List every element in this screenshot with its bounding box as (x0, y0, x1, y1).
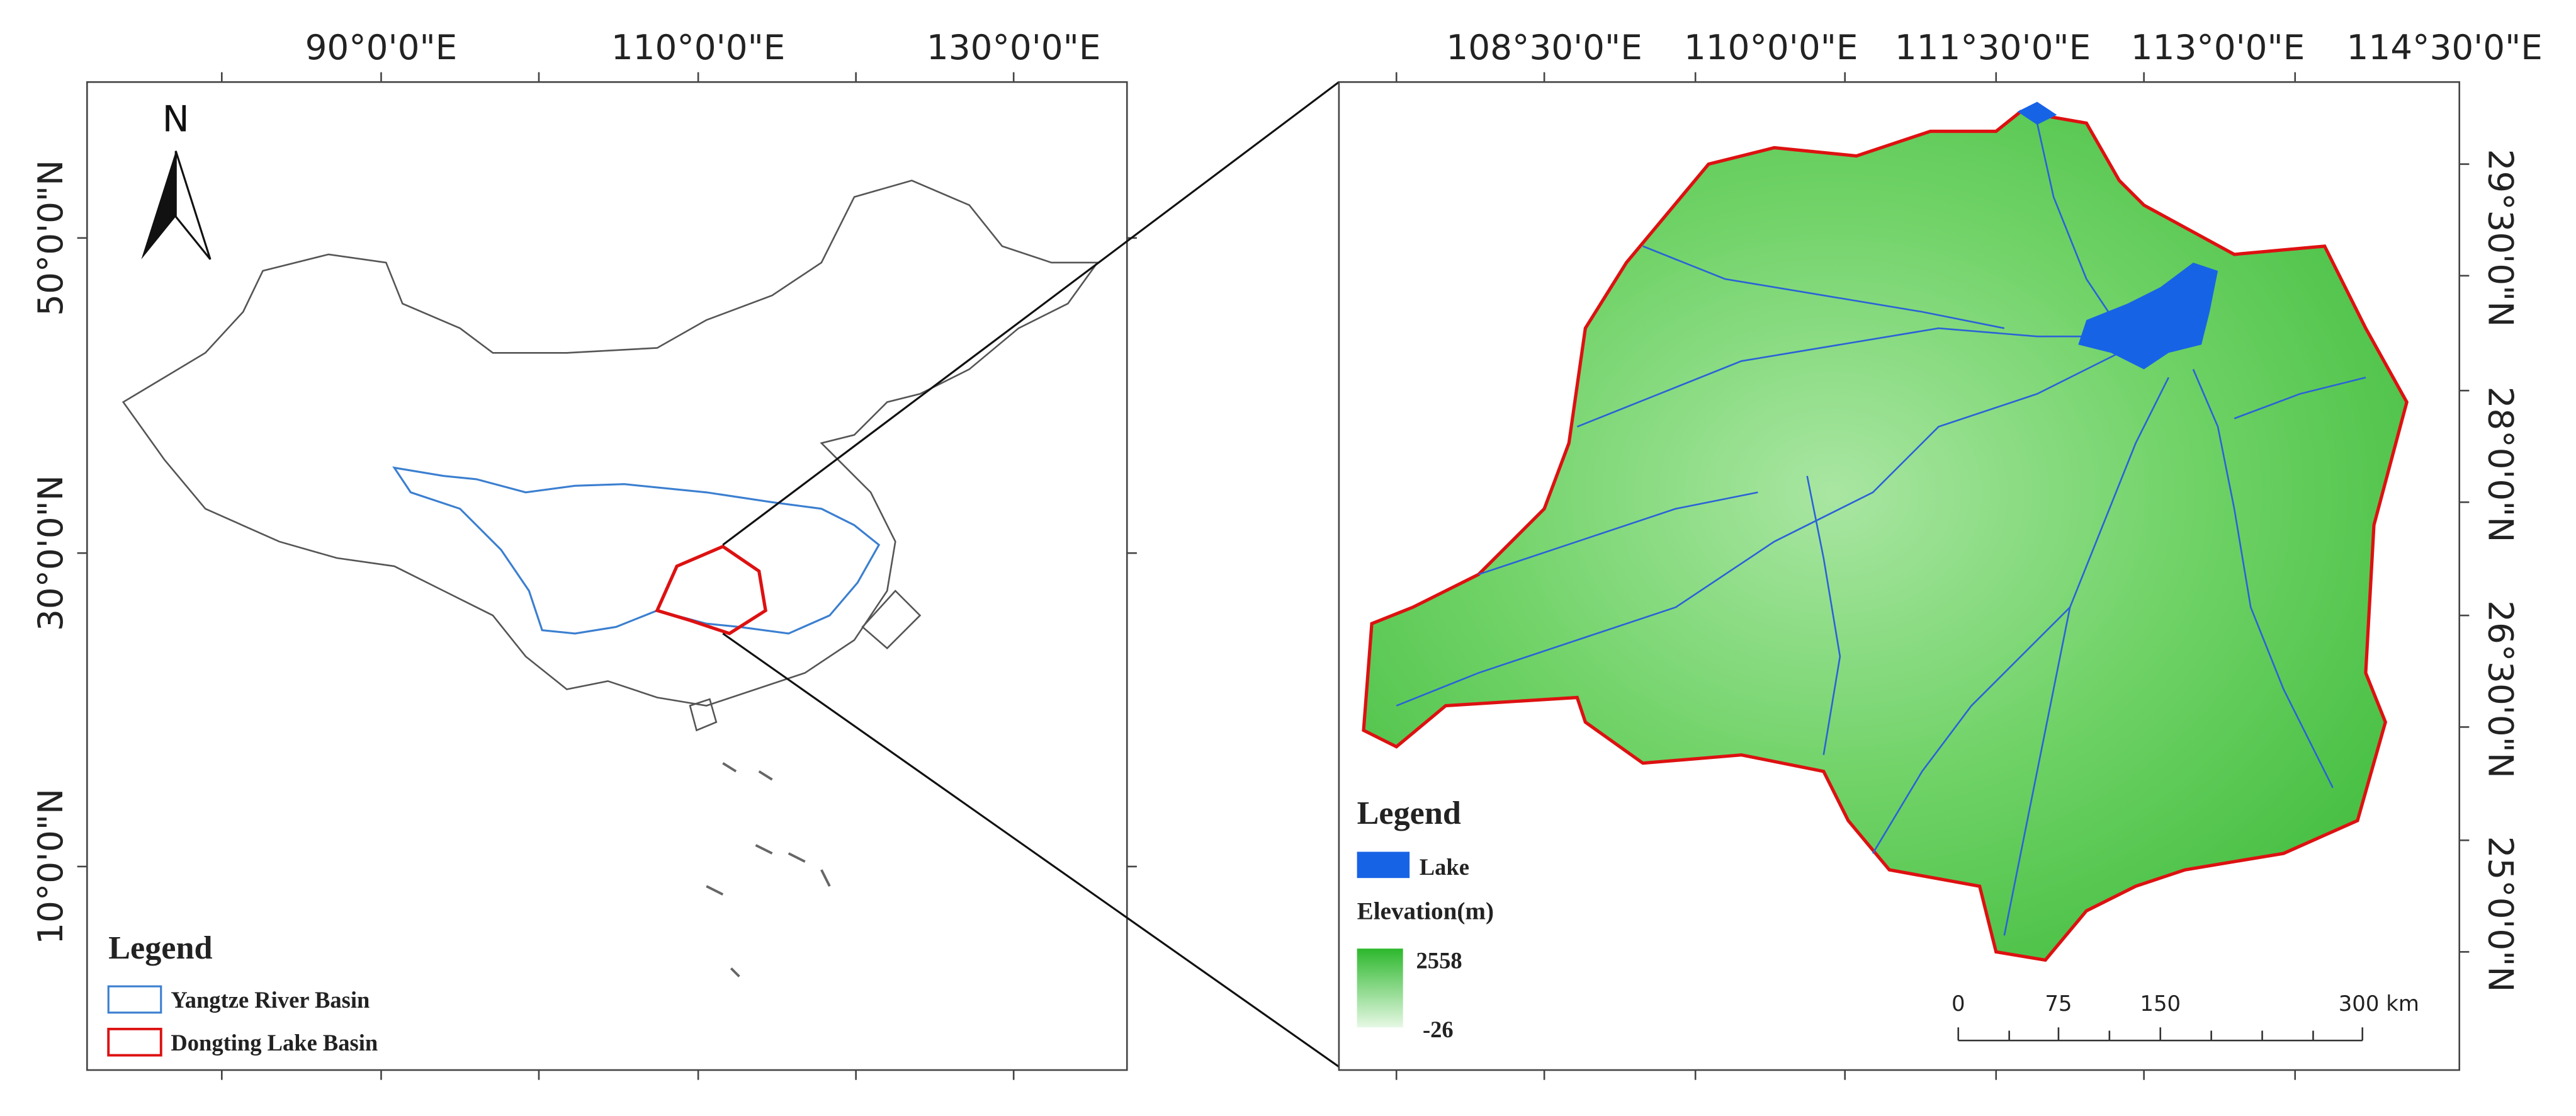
legend-item: Dongting Lake Basin (171, 1030, 378, 1056)
longitude-label: 108°30'0"E (1446, 27, 1642, 67)
longitude-label: 110°0'0"E (1684, 27, 1858, 67)
islands (689, 589, 922, 732)
china-outline (121, 179, 1099, 707)
left-ticks (77, 72, 1137, 1080)
scale-label: 300 km (2339, 991, 2419, 1016)
rivers (1396, 123, 2366, 936)
elevation-min: -26 (1423, 1016, 1454, 1042)
longitude-label: 90°0'0"E (305, 27, 458, 67)
legend-swatch (1357, 851, 1410, 879)
dongting-basin (655, 544, 767, 635)
latitude-label: 28°0'0"N (2481, 387, 2521, 543)
latitude-label: 10°0'0"N (30, 789, 71, 945)
legend-item: Yangtze River Basin (171, 987, 370, 1013)
latitude-label: 25°0'0"N (2481, 836, 2521, 993)
north-label: N (162, 98, 189, 140)
legend-swatch (107, 1027, 162, 1057)
scale-bar (1957, 1027, 2364, 1042)
north-arrow (174, 151, 212, 260)
longitude-label: 111°30'0"E (1895, 27, 2091, 67)
legend-title: Legend (108, 930, 212, 966)
scale-label: 150 (2140, 991, 2181, 1016)
legend-item: Elevation(m) (1357, 897, 1494, 925)
scale-label: 0 (1952, 991, 1965, 1016)
longitude-label: 113°0'0"E (2131, 27, 2305, 67)
connector (722, 632, 1340, 1068)
legend-item: Lake (1420, 854, 1469, 880)
latitude-label: 29°30'0"N (2481, 149, 2521, 327)
longitude-label: 114°30'0"E (2347, 27, 2543, 67)
latitude-label: 26°30'0"N (2481, 600, 2521, 778)
latitude-label: 50°0'0"N (30, 160, 71, 316)
legend-swatch (107, 985, 162, 1014)
yangtze-basin (392, 466, 881, 635)
lake (2017, 101, 2218, 370)
longitude-label: 110°0'0"E (611, 27, 786, 67)
elevation-ramp (1357, 948, 1403, 1028)
scale-label: 75 (2045, 991, 2072, 1016)
latitude-label: 30°0'0"N (30, 475, 71, 631)
connector (722, 81, 1340, 546)
elevation-max: 2558 (1416, 947, 1462, 973)
legend-title: Legend (1357, 795, 1461, 831)
south-sea-islands (706, 762, 831, 977)
longitude-label: 130°0'0"E (927, 27, 1101, 67)
right-ticks (1395, 72, 2470, 1080)
left-frame (86, 81, 1128, 1071)
